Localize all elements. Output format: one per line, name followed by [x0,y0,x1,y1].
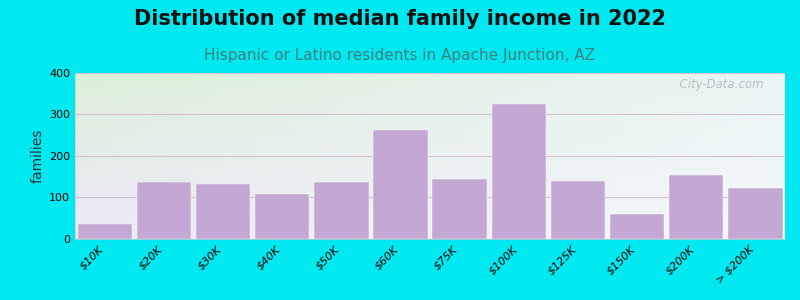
Bar [78,224,132,239]
Text: Hispanic or Latino residents in Apache Junction, AZ: Hispanic or Latino residents in Apache J… [205,48,595,63]
Bar [255,194,310,239]
Bar [728,188,782,239]
Y-axis label: families: families [31,129,45,183]
Bar [610,214,664,239]
Bar [374,130,428,239]
Bar [137,182,191,239]
Bar [669,175,723,239]
Bar [550,181,605,239]
Text: City-Data.com: City-Data.com [672,78,764,91]
Text: Distribution of median family income in 2022: Distribution of median family income in … [134,9,666,29]
Bar [314,182,369,239]
Bar [196,184,250,239]
Bar [433,179,487,239]
Bar [491,104,546,239]
